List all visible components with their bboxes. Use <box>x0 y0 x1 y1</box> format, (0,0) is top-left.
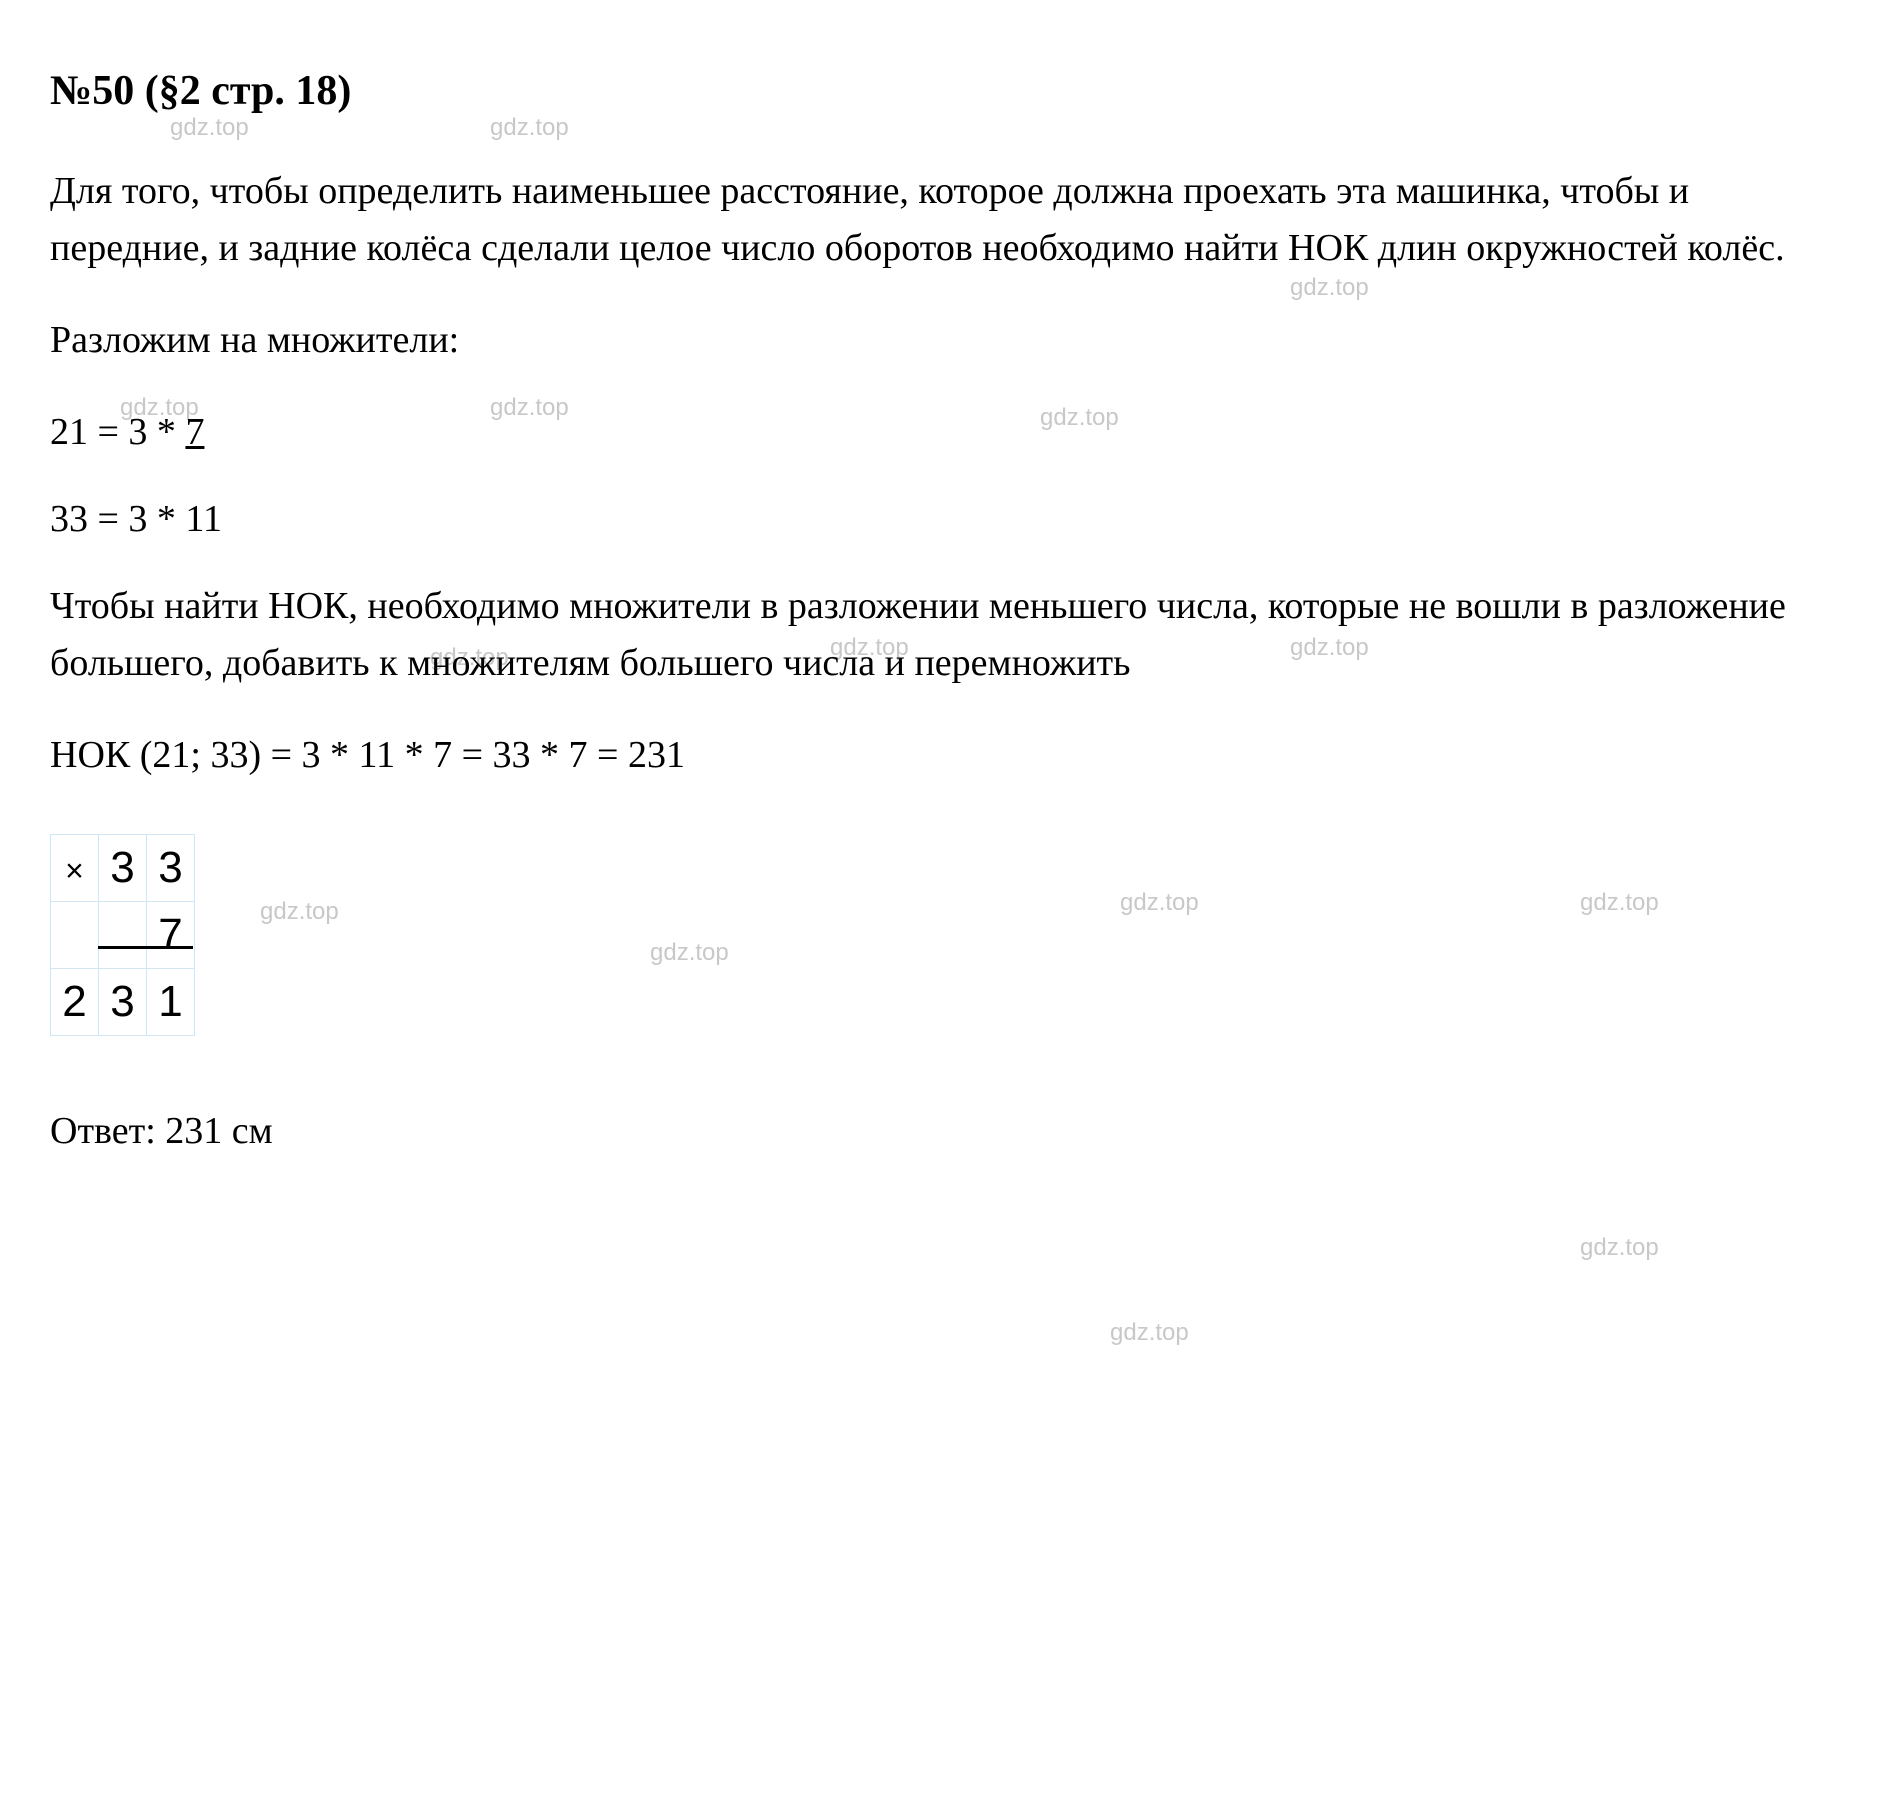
equation-2: 33 = 3 * 11 <box>50 491 1853 548</box>
problem-title: №50 (§2 стр. 18) <box>50 60 1853 123</box>
calc-cell: 2 <box>51 969 99 1036</box>
calc-row-1: × 3 3 <box>51 835 195 902</box>
calc-cell: × <box>51 835 99 902</box>
watermark: gdz.top <box>1110 1315 1189 1351</box>
watermark: gdz.top <box>1580 1230 1659 1266</box>
calc-divider-line <box>98 946 193 949</box>
calc-row-3: 2 3 1 <box>51 969 195 1036</box>
multiplication-column: gdz.top × 3 3 7 2 3 1 <box>50 834 195 1036</box>
calc-cell: 3 <box>99 969 147 1036</box>
eq1-underlined: 7 <box>185 411 204 453</box>
paragraph-1: Для того, чтобы определить наименьшее ра… <box>50 163 1853 277</box>
equation-3: НОК (21; 33) = 3 * 11 * 7 = 33 * 7 = 231 <box>50 727 1853 784</box>
calc-cell <box>99 902 147 969</box>
calc-cell: 7 <box>147 902 195 969</box>
calc-cell <box>51 902 99 969</box>
calc-cell: 1 <box>147 969 195 1036</box>
calc-table: × 3 3 7 2 3 1 <box>50 834 195 1036</box>
calc-cell: 3 <box>147 835 195 902</box>
paragraph-3: Чтобы найти НОК, необходимо множители в … <box>50 578 1853 692</box>
eq1-prefix: 21 = 3 * <box>50 411 185 453</box>
watermark: gdz.top <box>260 894 339 930</box>
calc-row-2: 7 <box>51 902 195 969</box>
equation-1: 21 = 3 * 7 <box>50 404 1853 461</box>
calc-cell: 3 <box>99 835 147 902</box>
paragraph-2: Разложим на множители: <box>50 312 1853 369</box>
answer: Ответ: 231 см <box>50 1103 1853 1160</box>
times-icon: × <box>65 852 84 888</box>
